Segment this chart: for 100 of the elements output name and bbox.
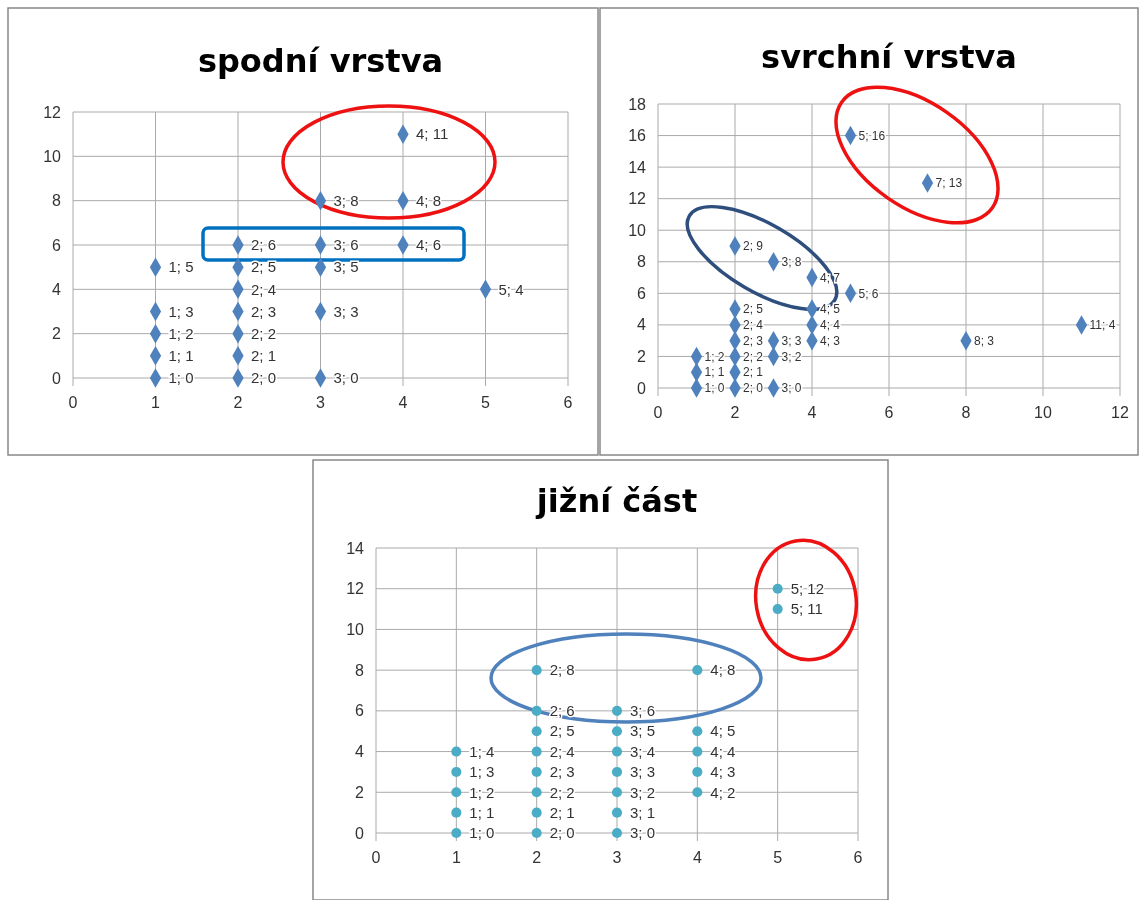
- y-tick-label: 6: [637, 284, 647, 302]
- y-tick-label: 4: [52, 280, 62, 298]
- point: [451, 787, 462, 798]
- data-label: 1; 1: [704, 365, 725, 380]
- data-label: 1; 0: [469, 824, 495, 842]
- data-label: 2; 4: [743, 318, 764, 333]
- data-label: 3; 3: [630, 763, 656, 781]
- y-tick-label: 14: [628, 158, 647, 176]
- y-tick-label: 2: [52, 325, 62, 343]
- data-label: 1; 1: [168, 347, 194, 365]
- x-tick-label: 12: [1111, 404, 1129, 421]
- point: [611, 746, 623, 757]
- data-label: 1; 0: [704, 381, 725, 396]
- y-tick-label: 4: [355, 743, 365, 761]
- data-label: 3; 3: [781, 333, 802, 348]
- x-tick-label: 5: [773, 849, 783, 866]
- point: [611, 807, 623, 818]
- data-label: 1; 0: [168, 369, 194, 387]
- y-tick-label: 2: [355, 783, 365, 801]
- data-label: 1; 3: [469, 763, 495, 781]
- point: [451, 766, 462, 777]
- y-tick-label: 10: [346, 621, 365, 639]
- point: [531, 827, 542, 839]
- data-label: 2; 0: [743, 381, 764, 396]
- data-label: 2; 5: [549, 722, 575, 740]
- x-tick-label: 3: [316, 394, 326, 411]
- data-label: 4; 4: [820, 318, 841, 333]
- y-tick-label: 8: [355, 661, 365, 679]
- data-label: 1; 5: [168, 258, 194, 276]
- data-label: 3; 6: [630, 702, 656, 720]
- point: [611, 705, 623, 716]
- y-tick-label: 4: [637, 316, 647, 334]
- x-tick-label: 3: [612, 849, 622, 866]
- x-tick-label: 4: [398, 394, 408, 411]
- y-tick-label: 10: [628, 221, 647, 239]
- point: [611, 827, 623, 839]
- point: [772, 604, 783, 615]
- data-label: 5; 12: [790, 579, 825, 597]
- data-label: 4; 11: [416, 125, 449, 143]
- y-tick-label: 2: [637, 348, 647, 366]
- data-label: 5; 6: [858, 286, 879, 301]
- x-tick-label: 2: [532, 849, 542, 866]
- data-label: 3; 1: [630, 803, 656, 821]
- y-tick-label: 18: [628, 95, 647, 113]
- y-tick-label: 6: [355, 702, 365, 720]
- x-tick-label: 0: [68, 394, 78, 411]
- data-label: 2; 5: [251, 258, 277, 276]
- point: [531, 705, 542, 716]
- data-label: 1; 2: [469, 783, 495, 801]
- data-label: 2; 1: [251, 347, 277, 365]
- point: [531, 787, 542, 798]
- data-label: 2; 3: [549, 763, 575, 781]
- point: [451, 827, 462, 839]
- data-label: 4; 6: [416, 236, 442, 254]
- data-label: 5; 16: [858, 128, 886, 143]
- x-tick-label: 6: [884, 404, 894, 421]
- y-tick-label: 14: [346, 539, 365, 557]
- data-label: 3; 5: [333, 258, 359, 276]
- data-label: 3; 4: [630, 742, 656, 760]
- y-tick-label: 16: [628, 127, 647, 145]
- y-tick-label: 12: [346, 580, 365, 598]
- data-label: 1; 3: [168, 302, 194, 320]
- x-tick-label: 2: [730, 404, 740, 421]
- data-label: 2; 3: [743, 333, 764, 348]
- data-label: 3; 0: [333, 369, 359, 387]
- data-label: 2; 2: [549, 783, 575, 801]
- y-tick-label: 8: [637, 253, 647, 271]
- point: [692, 726, 703, 737]
- chart-title: spodní vrstva: [197, 42, 444, 80]
- chart-title: jižní část: [534, 482, 698, 520]
- data-label: 2; 8: [549, 661, 575, 679]
- point: [772, 583, 783, 594]
- chart-title: svrchní vrstva: [761, 38, 1017, 76]
- data-label: 5; 11: [790, 600, 823, 618]
- point: [531, 746, 542, 757]
- x-tick-label: 6: [853, 849, 863, 866]
- point: [692, 665, 703, 676]
- y-tick-label: 12: [43, 103, 62, 121]
- data-label: 1; 2: [704, 349, 725, 364]
- data-label: 4; 2: [710, 783, 736, 801]
- point: [451, 746, 462, 757]
- data-label: 4; 8: [710, 661, 736, 679]
- data-label: 1; 2: [168, 324, 194, 342]
- x-tick-label: 8: [961, 404, 971, 421]
- data-label: 2; 0: [251, 369, 277, 387]
- x-tick-label: 1: [451, 849, 461, 866]
- data-label: 5; 4: [498, 280, 524, 298]
- data-label: 8; 3: [974, 333, 995, 348]
- point: [531, 665, 542, 676]
- point: [531, 766, 542, 777]
- data-label: 7; 13: [935, 176, 963, 191]
- data-label: 2; 5: [743, 302, 764, 317]
- data-label: 2; 0: [549, 824, 575, 842]
- x-tick-label: 0: [653, 404, 663, 421]
- y-tick-label: 12: [628, 190, 647, 208]
- data-label: 3; 0: [781, 381, 802, 396]
- data-label: 2; 2: [743, 349, 764, 364]
- point: [692, 746, 703, 757]
- data-label: 4; 3: [710, 763, 736, 781]
- data-label: 2; 1: [743, 365, 764, 380]
